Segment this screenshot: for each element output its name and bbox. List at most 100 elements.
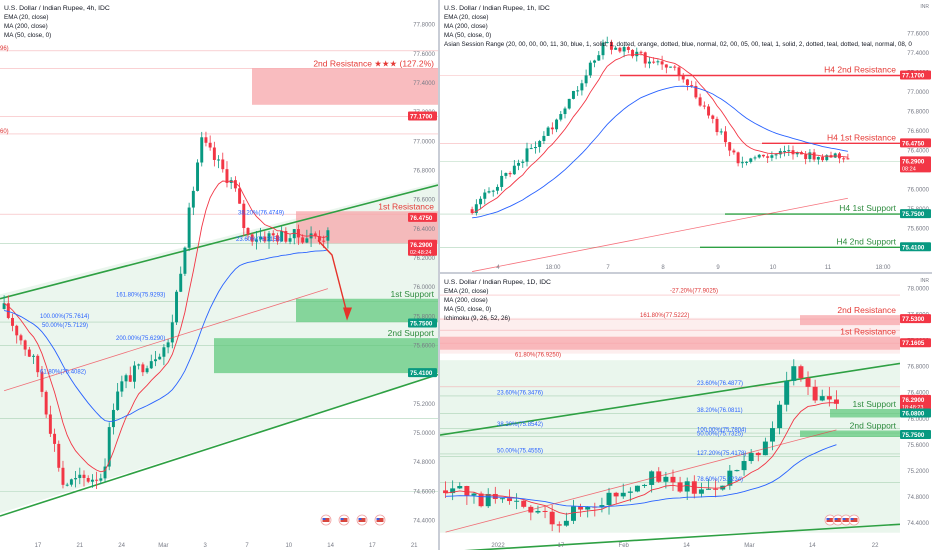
candle-body bbox=[542, 135, 546, 142]
candle-body bbox=[132, 365, 136, 382]
candle-body bbox=[491, 190, 495, 192]
candle-body bbox=[660, 61, 664, 65]
candle-body bbox=[318, 236, 321, 241]
candle-body bbox=[681, 75, 685, 80]
price-tag-text-4: 75.4100 bbox=[902, 244, 925, 251]
trendline-upper bbox=[440, 362, 901, 436]
price-tag-text-3: 76.0800 bbox=[902, 411, 925, 418]
price-tag-3 bbox=[900, 209, 931, 219]
candle-body bbox=[846, 158, 850, 160]
candle-body bbox=[65, 484, 69, 486]
zone-label-0: 2nd Resistance ★★★ (127.2%) bbox=[313, 58, 434, 68]
candle-body bbox=[78, 474, 82, 479]
candle-body bbox=[292, 229, 296, 239]
panel-4h[interactable]: 2nd Resistance ★★★ (127.2%) 1st Resistanc… bbox=[0, 0, 438, 550]
fib-label-3: 100.00%(75.7614) bbox=[40, 314, 89, 320]
price-tag-text-0: 77.1700 bbox=[410, 113, 433, 120]
cut-label-0: 96) bbox=[0, 46, 9, 52]
candle-body bbox=[280, 231, 284, 242]
price-tick-5: 76.8000 bbox=[413, 168, 435, 174]
fib-label-1: 23.60%(76.3153) bbox=[236, 237, 282, 243]
candle-body bbox=[706, 488, 712, 490]
legend-line-1: EMA (20, close) bbox=[4, 14, 48, 21]
candle-body bbox=[613, 492, 619, 497]
candle-body bbox=[620, 492, 626, 497]
price-tick-3: 77.0000 bbox=[907, 90, 929, 96]
price-tag-text-3: 75.7500 bbox=[902, 211, 925, 218]
price-tag-3 bbox=[408, 318, 437, 328]
candle-body bbox=[259, 236, 263, 240]
candle-body bbox=[664, 64, 668, 68]
legend-line-3: MA (50, close, 0) bbox=[444, 32, 491, 39]
candle-body bbox=[170, 322, 174, 343]
candle-body bbox=[217, 159, 221, 161]
price-tag-0 bbox=[900, 314, 931, 324]
panel-1d[interactable]: 2nd Resistance 1st Resistance 1st Support 2… bbox=[440, 274, 932, 550]
candle-body bbox=[723, 131, 727, 143]
price-tick-6: 75.6000 bbox=[907, 443, 929, 449]
time-tick-1: 17 bbox=[558, 543, 565, 549]
zone-0 bbox=[800, 315, 900, 326]
candle-body bbox=[149, 361, 153, 369]
candle-body bbox=[698, 489, 704, 494]
zone-label-1: 1st Resistance bbox=[840, 327, 896, 337]
time-tick-7: 18:00 bbox=[875, 265, 891, 271]
fib-label-4: 50.00%(75.7129) bbox=[42, 323, 88, 329]
price-tick-4: 76.4000 bbox=[907, 391, 929, 397]
candle-body bbox=[634, 485, 640, 492]
zone-label-0: H4 2nd Resistance bbox=[824, 64, 896, 74]
candle-body bbox=[533, 146, 537, 149]
panel-1h[interactable]: H4 2nd Resistance H4 1st Resistance H4 1st… bbox=[440, 0, 932, 272]
candle-body bbox=[474, 204, 478, 213]
candle-body bbox=[487, 191, 491, 193]
zone-label-1: H4 1st Resistance bbox=[827, 132, 896, 142]
candle-body bbox=[514, 500, 520, 502]
forecast-arrow bbox=[317, 239, 348, 314]
candle-body bbox=[684, 481, 690, 492]
fib-label-5: 38.20%(76.0811) bbox=[697, 408, 743, 414]
horizontal-divider[interactable] bbox=[440, 272, 932, 274]
candle-body bbox=[728, 142, 732, 151]
candle-body bbox=[124, 375, 128, 382]
time-tick-4: 3 bbox=[204, 543, 208, 549]
candle-body bbox=[271, 233, 275, 236]
ma-50-line bbox=[445, 444, 837, 508]
price-tag-countdown: 02:48:24 bbox=[410, 250, 431, 256]
candle-body bbox=[450, 488, 456, 494]
price-tag-text-3: 75.7500 bbox=[410, 321, 433, 328]
cut-label-1: 60) bbox=[0, 129, 9, 135]
event-flag-canton bbox=[376, 518, 380, 520]
candle-body bbox=[585, 506, 591, 510]
candle-body bbox=[485, 493, 491, 507]
candle-body bbox=[609, 42, 613, 50]
candle-body bbox=[825, 155, 829, 161]
event-flag-canton bbox=[340, 518, 344, 520]
event-flag-stripe bbox=[322, 518, 330, 522]
candle-body bbox=[204, 137, 208, 143]
zone-0 bbox=[252, 68, 438, 105]
candle-body bbox=[748, 452, 754, 462]
candle-body bbox=[778, 151, 782, 155]
legend-line-4: Asian Session Range (20, 00, 00, 00, 11,… bbox=[444, 41, 912, 48]
candle-body bbox=[584, 75, 588, 84]
zone-label-3: H4 2nd Support bbox=[836, 236, 896, 246]
candle-body bbox=[196, 162, 200, 191]
fib-label-6: 61.80%(75.4082) bbox=[40, 370, 86, 376]
zone-label-1: 1st Resistance bbox=[378, 201, 434, 211]
candle-body bbox=[777, 404, 783, 429]
candle-body bbox=[774, 154, 778, 156]
candle-body bbox=[313, 233, 317, 237]
candle-body bbox=[698, 97, 702, 106]
candle-body bbox=[663, 476, 669, 482]
fib-label-5: 200.00%(75.6290) bbox=[116, 336, 165, 342]
candle-body bbox=[784, 380, 790, 405]
candle-body bbox=[770, 155, 774, 158]
vertical-divider[interactable] bbox=[438, 0, 440, 550]
ma-200-line bbox=[445, 429, 837, 533]
candle-body bbox=[745, 161, 749, 163]
currency-label: INR bbox=[920, 278, 929, 284]
candle-body bbox=[812, 386, 818, 401]
price-tick-4: 77.0000 bbox=[413, 139, 435, 145]
candle-body bbox=[753, 157, 757, 159]
